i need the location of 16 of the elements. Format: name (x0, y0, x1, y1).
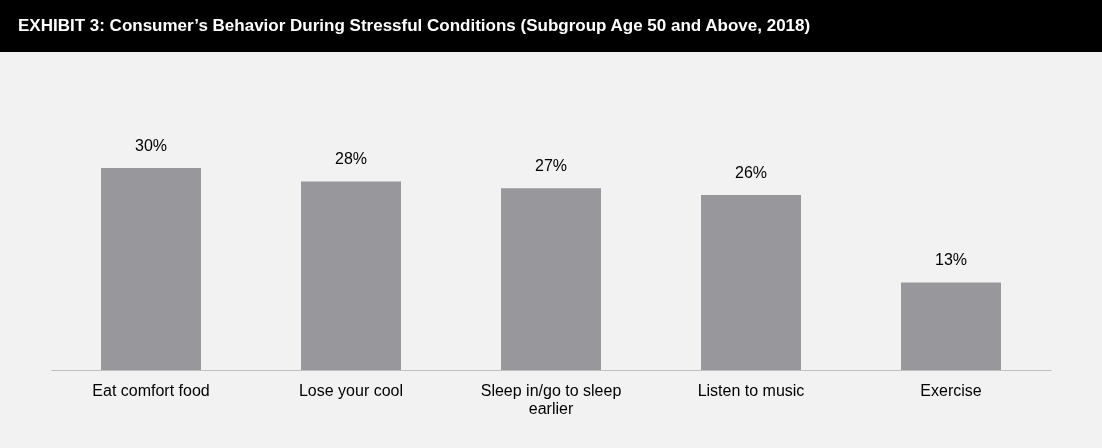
chart-title: EXHIBIT 3: Consumer’s Behavior During Stressful Conditions (Subgroup Age 50 and Above, 2018) (18, 16, 811, 35)
x-tick-label: Exercise (920, 381, 982, 399)
data-label: 26% (734, 163, 768, 181)
data-label: 27% (534, 157, 568, 175)
bar (701, 194, 801, 370)
data-label: 13% (934, 251, 968, 269)
bar (301, 181, 401, 370)
data-label: 30% (134, 137, 168, 154)
bar (101, 168, 201, 370)
x-tick-label: Eat comfort food (92, 381, 210, 399)
x-tick-label: Lose your cool (298, 381, 404, 399)
data-label: 28% (334, 150, 368, 168)
bar (501, 188, 601, 370)
bar (901, 282, 1001, 370)
x-tick-label: Sleep in/go to sleep earlier (480, 381, 622, 417)
x-tick-label: Listen to music (697, 381, 805, 399)
